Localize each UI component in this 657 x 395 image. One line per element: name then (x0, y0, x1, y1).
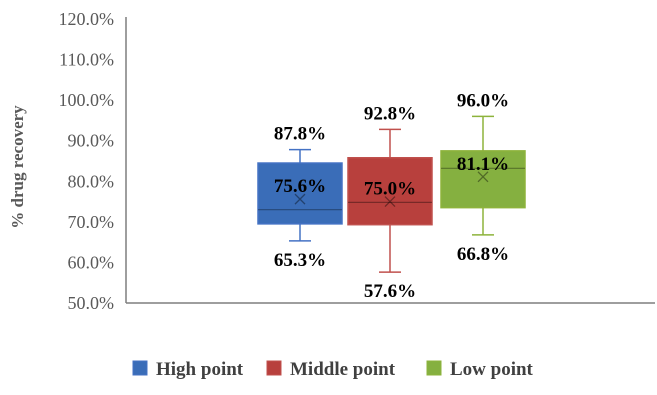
y-tick-label: 90.0% (68, 131, 115, 151)
min-label: 57.6% (364, 281, 416, 302)
legend-label: Low point (450, 359, 534, 380)
y-tick-label: 80.0% (68, 171, 115, 191)
mean-label: 81.1% (457, 154, 509, 175)
box-low-point: 96.0% 81.1% 66.8% (440, 90, 526, 265)
y-tick-label: 50.0% (68, 293, 115, 313)
y-tick-label: 110.0% (59, 50, 114, 70)
max-label: 96.0% (457, 90, 509, 111)
legend-swatch (132, 360, 148, 376)
mean-marker (294, 193, 306, 205)
box-middle-point: 92.8% 75.0% 57.6% (347, 103, 433, 302)
y-axis-title: % drug recovery (8, 105, 27, 229)
min-label: 66.8% (457, 244, 509, 265)
y-tick-label: 70.0% (68, 212, 115, 232)
mean-marker (384, 196, 396, 208)
y-tick-label: 60.0% (68, 252, 115, 272)
legend-swatch (426, 360, 442, 376)
legend-swatch (266, 360, 282, 376)
iqr-box (347, 157, 433, 226)
max-label: 87.8% (274, 124, 326, 145)
legend-label: Middle point (290, 359, 396, 380)
y-tick-label: 100.0% (59, 90, 115, 110)
legend-label: High point (156, 359, 244, 380)
iqr-box (257, 162, 343, 225)
mean-marker (477, 171, 489, 183)
box-high-point: 87.8% 75.6% 65.3% (257, 124, 343, 271)
y-tick-label: 120.0% (59, 9, 115, 29)
mean-label: 75.0% (364, 179, 416, 200)
max-label: 92.8% (364, 103, 416, 124)
iqr-box (440, 150, 526, 209)
mean-label: 75.6% (274, 176, 326, 197)
min-label: 65.3% (274, 250, 326, 271)
